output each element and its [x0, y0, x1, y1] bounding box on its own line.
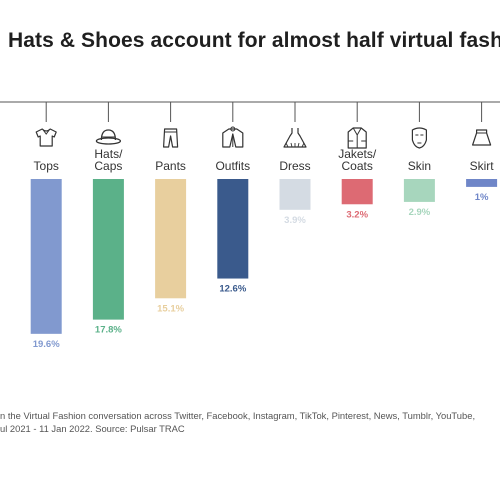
- hat-icon: [95, 129, 122, 145]
- value-label: 15.1%: [157, 303, 184, 314]
- bar: [403, 179, 435, 202]
- value-label: 17.8%: [95, 325, 122, 336]
- face-mask-icon: [411, 127, 427, 149]
- bar: [279, 179, 311, 210]
- category-label: Dress: [279, 159, 310, 173]
- category-label: Skirt: [470, 159, 495, 173]
- footnote-line-2: ul 2021 - 11 Jan 2022. Source: Pulsar TR…: [0, 422, 185, 434]
- category-label: Pants: [155, 159, 186, 173]
- dress-icon: [283, 128, 307, 148]
- skirt-icon: [472, 129, 492, 146]
- coat-icon: [347, 127, 367, 149]
- category-label: Caps: [94, 159, 122, 173]
- pants-icon: [163, 128, 179, 148]
- value-label: 3.9%: [284, 215, 306, 226]
- footnote-line-1: n the Virtual Fashion conversation acros…: [0, 410, 476, 421]
- value-label: 3.2%: [346, 209, 368, 220]
- bar: [155, 179, 187, 299]
- chart-title: Hats & Shoes account for almost half vir…: [8, 29, 500, 52]
- value-label: 12.6%: [219, 284, 246, 295]
- value-label: 2.9%: [409, 207, 431, 218]
- bar: [217, 179, 249, 279]
- bar: [30, 179, 62, 334]
- bar: [341, 179, 373, 205]
- tshirt-icon: [35, 128, 57, 147]
- bar: [92, 179, 124, 320]
- jacket-icon: [222, 126, 244, 148]
- category-label: Tops: [34, 159, 59, 173]
- footnote: n the Virtual Fashion conversation acros…: [0, 410, 500, 435]
- category-label: Coats: [342, 159, 373, 173]
- category-label: Outfits: [215, 159, 250, 173]
- value-label: 1%: [475, 192, 489, 203]
- category-label: Jakets/: [338, 147, 377, 161]
- bars-layer: es?%Tops19.6%Hats/Caps17.8%Pants15.1%Out…: [30, 102, 498, 350]
- category-label: Hats/: [94, 147, 123, 161]
- value-label: 19.6%: [33, 339, 60, 350]
- category-label: Skin: [408, 159, 431, 173]
- bar: [466, 179, 498, 187]
